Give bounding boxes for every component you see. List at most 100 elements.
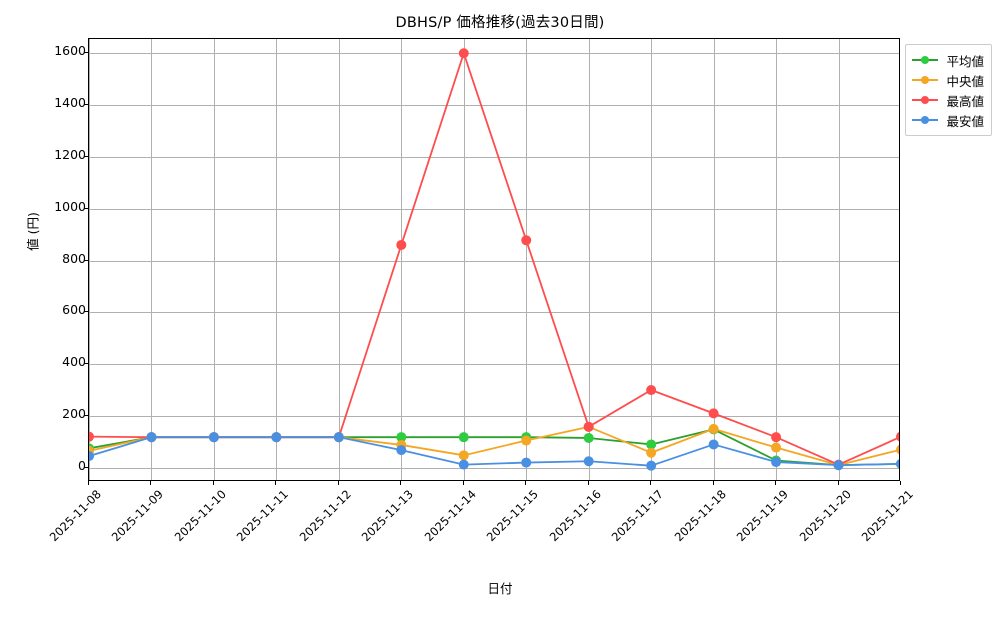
- x-tick-mark: [775, 481, 777, 485]
- plot-area: [88, 38, 900, 481]
- data-point: [458, 459, 469, 470]
- data-point: [458, 48, 469, 59]
- x-tick-mark: [525, 481, 527, 485]
- gridline-horizontal: [89, 312, 899, 314]
- gridline-horizontal: [89, 364, 899, 366]
- series-line-最高値: [89, 52, 899, 466]
- data-point: [458, 432, 469, 443]
- chart-title: DBHS/P 価格推移(過去30日間): [395, 15, 605, 31]
- x-tick-mark: [587, 481, 589, 485]
- y-tick-mark: [84, 466, 88, 468]
- data-point: [271, 432, 282, 443]
- legend-label: 平均値: [946, 53, 984, 69]
- y-tick-label: 1600: [54, 43, 86, 59]
- y-axis-label: 値 (円): [25, 212, 41, 251]
- series-layer: [89, 48, 899, 471]
- x-tick-mark: [837, 481, 839, 485]
- legend-swatch-icon: [912, 94, 939, 106]
- gridline-horizontal: [89, 156, 899, 158]
- gridline-horizontal: [89, 105, 899, 107]
- data-point: [458, 450, 469, 461]
- y-tick-mark: [84, 311, 88, 313]
- x-tick-mark: [275, 481, 277, 485]
- y-tick-label: 800: [62, 250, 86, 266]
- y-tick-label: 600: [62, 302, 86, 318]
- data-point: [896, 459, 899, 469]
- legend-label: 中央値: [946, 73, 984, 89]
- data-point: [771, 457, 782, 468]
- x-tick-mark: [712, 481, 714, 485]
- data-point: [708, 423, 719, 434]
- gridline-vertical: [151, 39, 153, 480]
- data-point: [708, 439, 719, 450]
- chart-legend: 平均値中央値最高値最安値: [905, 44, 992, 136]
- legend-item-最安値[interactable]: 最安値: [912, 110, 984, 130]
- data-point: [583, 421, 594, 432]
- gridline-vertical: [838, 39, 840, 480]
- x-tick-mark: [88, 481, 89, 485]
- gridline-vertical: [276, 39, 278, 480]
- gridline-vertical: [89, 39, 90, 480]
- legend-swatch-icon: [912, 74, 939, 86]
- data-point: [521, 235, 532, 246]
- data-point: [583, 456, 594, 467]
- x-axis-label: 日付: [487, 581, 513, 596]
- y-tick-mark: [84, 259, 88, 261]
- gridline-vertical: [588, 39, 590, 480]
- data-point: [646, 439, 657, 450]
- y-tick-mark: [84, 207, 88, 209]
- legend-label: 最高値: [946, 93, 984, 109]
- data-point: [208, 432, 219, 443]
- legend-label: 最安値: [946, 113, 984, 129]
- data-point: [89, 451, 94, 462]
- gridline-horizontal: [89, 467, 899, 469]
- chart-figure: DBHS/P 価格推移(過去30日間) 0 200 400 600 800 1000 120…: [25, 15, 992, 596]
- x-tick-mark: [337, 481, 339, 485]
- data-point: [396, 239, 407, 250]
- y-tick-label: 1000: [54, 198, 86, 214]
- gridline-horizontal: [89, 53, 899, 55]
- gridline-vertical: [338, 39, 340, 480]
- data-point: [396, 432, 407, 443]
- gridline-horizontal: [89, 260, 899, 262]
- gridline-horizontal: [89, 415, 899, 417]
- data-point: [708, 408, 719, 419]
- y-tick-mark: [84, 104, 88, 106]
- legend-item-最高値[interactable]: 最高値: [912, 90, 984, 110]
- data-point: [521, 435, 532, 446]
- x-tick-mark: [650, 481, 652, 485]
- gridline-vertical: [713, 39, 715, 480]
- y-tick-mark: [84, 363, 88, 365]
- gridline-vertical: [526, 39, 528, 480]
- x-tick-mark: [212, 481, 214, 485]
- data-point: [396, 445, 407, 456]
- data-point: [583, 432, 594, 443]
- legend-swatch-icon: [912, 114, 939, 126]
- data-point: [146, 432, 157, 443]
- y-tick-label: 1400: [54, 95, 86, 111]
- data-point: [646, 447, 657, 458]
- data-point: [521, 457, 532, 468]
- y-tick-label: 200: [62, 405, 86, 421]
- gridline-vertical: [651, 39, 653, 480]
- gridline-vertical: [401, 39, 403, 480]
- gridline-vertical: [776, 39, 778, 480]
- legend-swatch-icon: [912, 54, 939, 66]
- y-tick-mark: [84, 414, 88, 416]
- legend-item-中央値[interactable]: 中央値: [912, 70, 984, 90]
- x-tick-mark: [150, 481, 152, 485]
- gridline-horizontal: [89, 208, 899, 210]
- data-point: [896, 432, 899, 442]
- legend-item-平均値[interactable]: 平均値: [912, 50, 984, 70]
- data-point: [771, 442, 782, 453]
- y-tick-mark: [84, 52, 88, 54]
- gridline-vertical: [213, 39, 215, 480]
- data-point: [646, 385, 657, 396]
- gridline-vertical: [463, 39, 465, 480]
- data-point: [89, 431, 94, 442]
- data-point: [646, 460, 657, 471]
- data-point: [333, 432, 344, 443]
- series-line-最安値: [89, 436, 899, 467]
- x-tick-mark: [462, 481, 464, 485]
- y-tick-label: 1200: [54, 146, 86, 162]
